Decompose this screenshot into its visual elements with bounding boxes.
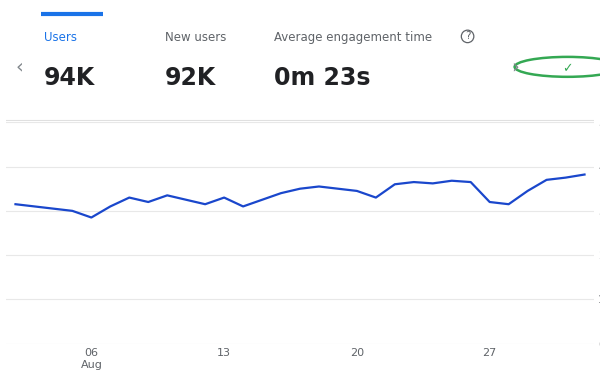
Text: 92K: 92K [165, 66, 216, 90]
Text: ‹: ‹ [15, 57, 23, 76]
Text: ✓: ✓ [562, 63, 573, 76]
Text: 0m 23s: 0m 23s [274, 66, 370, 90]
Text: 94K: 94K [44, 66, 95, 90]
Text: ›: › [511, 57, 518, 76]
Text: Users: Users [44, 31, 77, 44]
Text: ?: ? [465, 31, 470, 41]
Text: Average engagement time: Average engagement time [274, 31, 431, 44]
Text: New users: New users [165, 31, 226, 44]
